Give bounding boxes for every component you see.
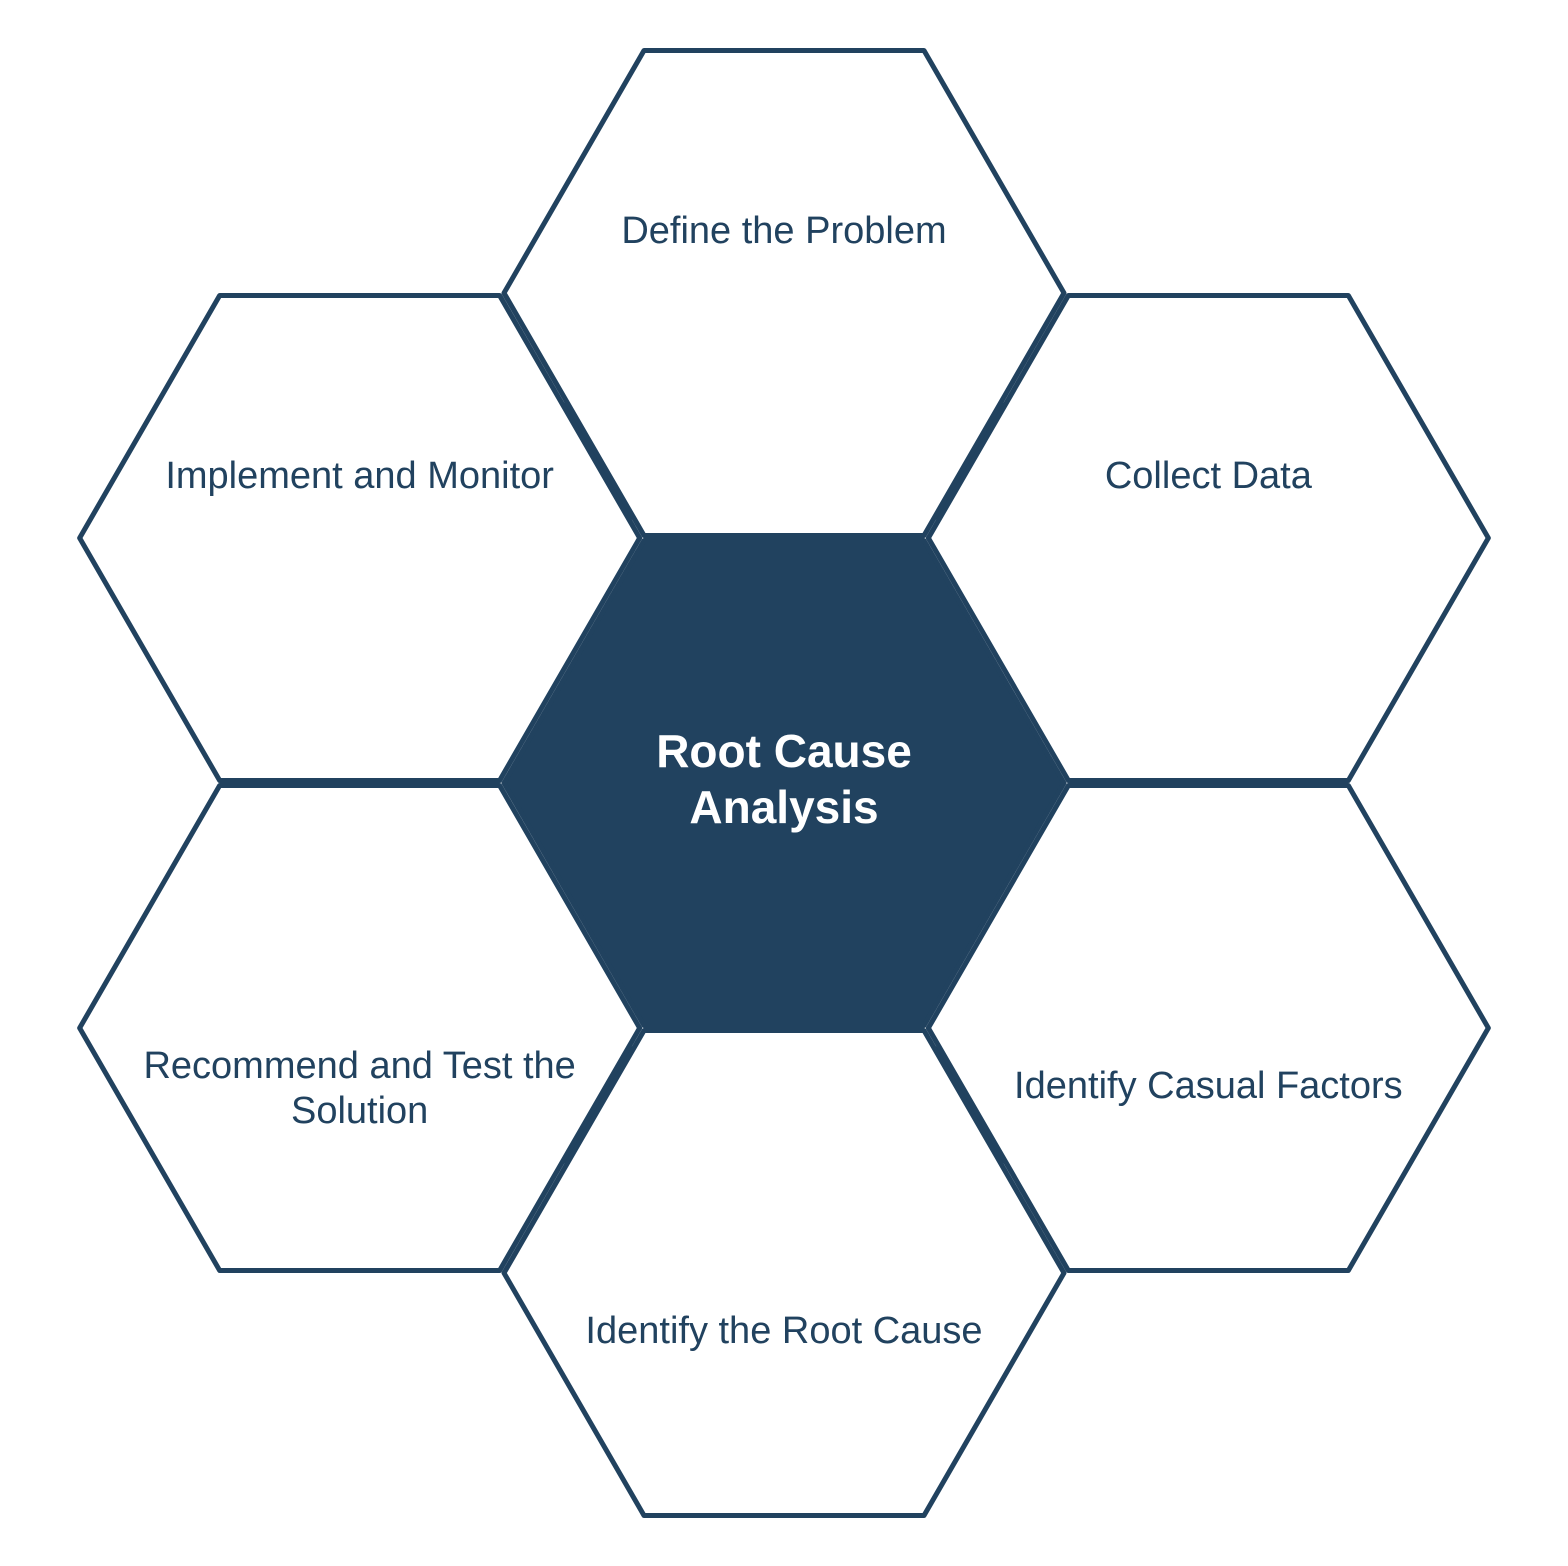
hex-causal-label-0: Identify Casual Factors (1014, 1065, 1403, 1107)
hex-recommend-label-0: Recommend and Test the (143, 1045, 575, 1087)
root-cause-analysis-diagram: Define the Problem Collect Data Identify C… (0, 0, 1568, 1566)
hex-define-label-0: Define the Problem (621, 210, 946, 252)
hex-rootcause-label-0: Identify the Root Cause (585, 1310, 982, 1352)
center-label-line1: Root Cause (656, 725, 912, 777)
hex-collect-label-0: Collect Data (1105, 455, 1313, 497)
hex-implement-label-0: Implement and Monitor (165, 455, 554, 497)
diagram-svg: Define the Problem Collect Data Identify C… (0, 0, 1568, 1566)
center-label-line2: Analysis (689, 781, 878, 833)
hex-recommend-label-1: Solution (291, 1090, 428, 1132)
